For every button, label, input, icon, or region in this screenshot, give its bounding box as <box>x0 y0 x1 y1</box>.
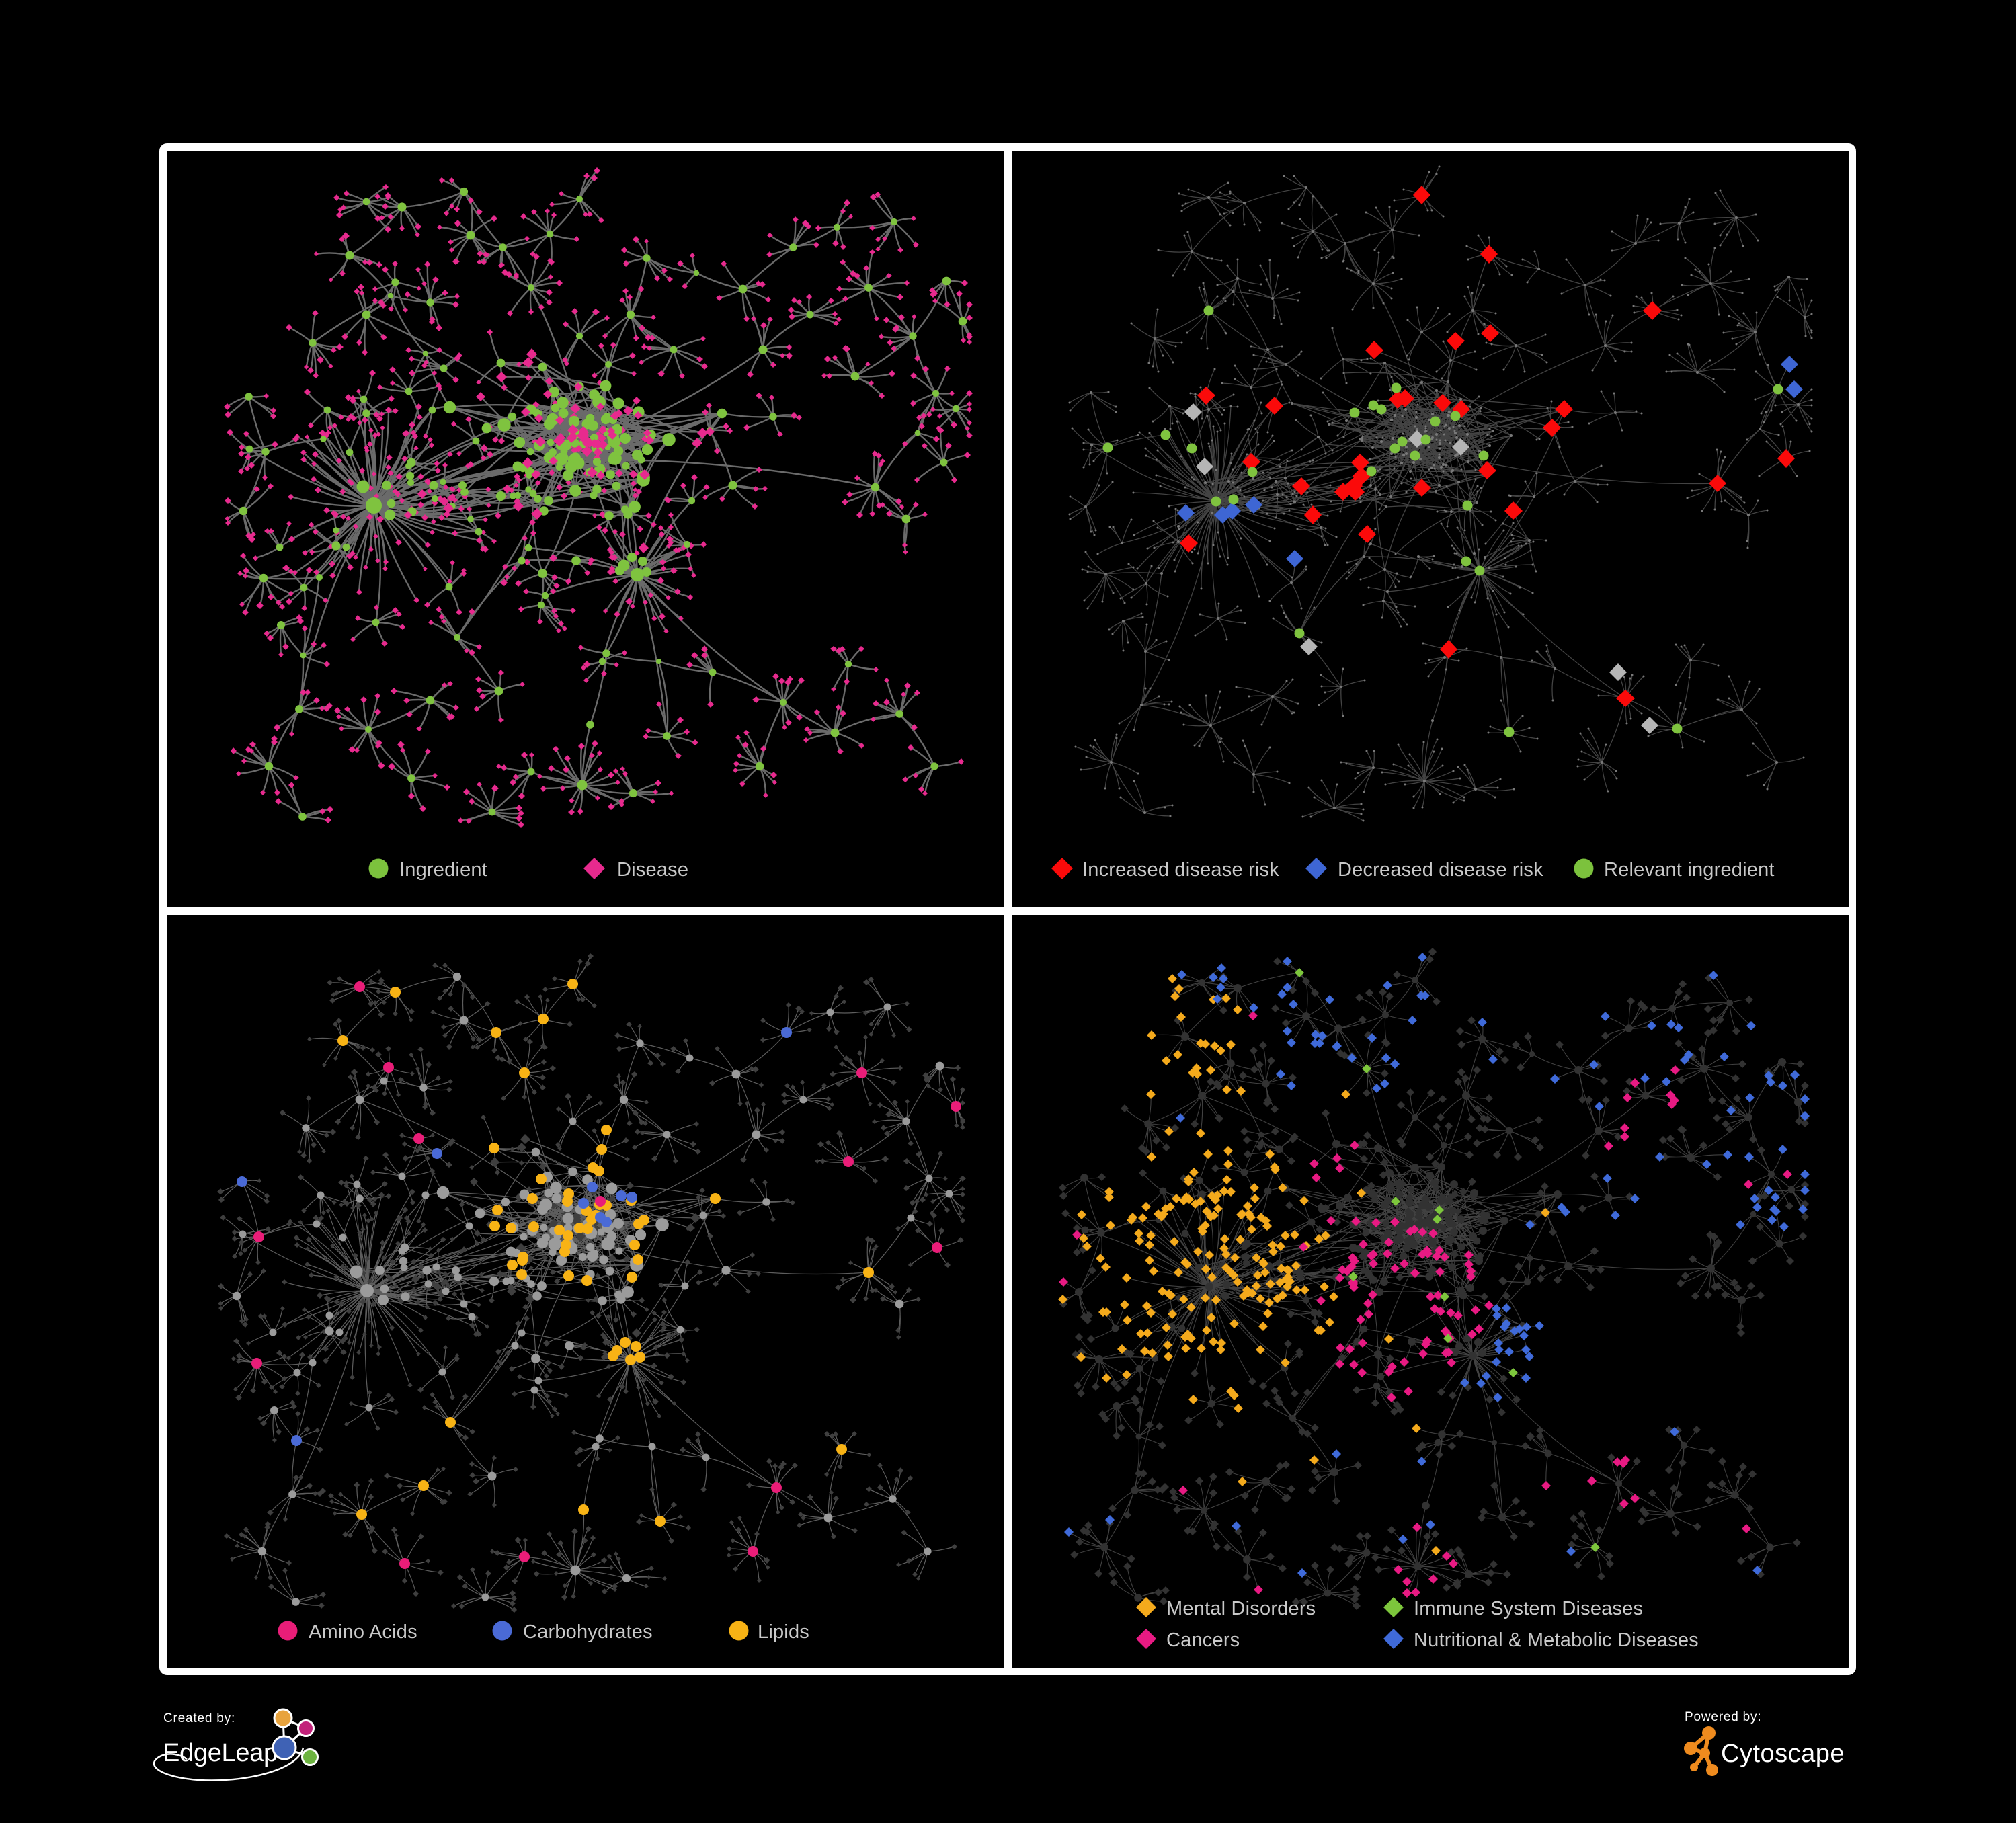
svg-text:Disease: Disease <box>617 859 688 881</box>
svg-text:Mental Disorders: Mental Disorders <box>1166 1598 1316 1619</box>
svg-text:Powered by:: Powered by: <box>1685 1710 1761 1724</box>
svg-text:Created by:: Created by: <box>163 1711 235 1726</box>
svg-text:Increased disease risk: Increased disease risk <box>1082 859 1279 881</box>
svg-text:Relevant ingredient: Relevant ingredient <box>1604 859 1775 881</box>
svg-text:Ingredient: Ingredient <box>399 859 487 881</box>
svg-text:Nutritional & Metabolic Diseas: Nutritional & Metabolic Diseases <box>1414 1629 1699 1651</box>
svg-text:Amino Acids: Amino Acids <box>309 1621 417 1643</box>
svg-text:EdgeLeap: EdgeLeap <box>163 1739 278 1767</box>
svg-text:Carbohydrates: Carbohydrates <box>523 1621 653 1643</box>
svg-text:Cancers: Cancers <box>1166 1629 1240 1651</box>
svg-text:Immune System Diseases: Immune System Diseases <box>1414 1598 1643 1619</box>
svg-text:Cytoscape: Cytoscape <box>1721 1740 1845 1768</box>
svg-text:Lipids: Lipids <box>758 1621 809 1643</box>
svg-text:Decreased disease risk: Decreased disease risk <box>1338 859 1543 881</box>
